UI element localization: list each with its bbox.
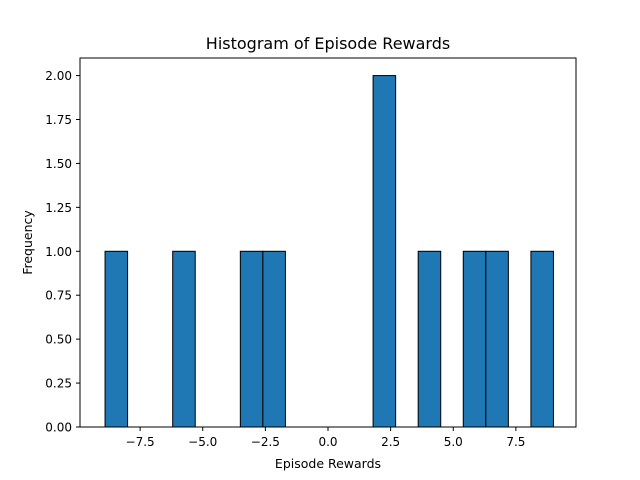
histogram-bar-6: [462, 250, 487, 428]
x-tick-label-0: −7.5: [126, 435, 155, 449]
y-tick-label-7: 1.75: [45, 113, 72, 127]
histogram-bar-8: [530, 250, 554, 428]
y-tick-label-3: 0.75: [45, 289, 72, 303]
histogram-bar-3: [262, 250, 286, 428]
histogram-bar-7: [485, 250, 509, 428]
y-tick-label-0: 0.00: [45, 421, 72, 435]
x-axis-ticks: −7.5 −5.0 −2.5 0.0 2.5 5.0 7.5: [126, 427, 525, 449]
y-axis-label: Frequency: [20, 210, 35, 275]
y-tick-label-2: 0.50: [45, 333, 72, 347]
y-axis-ticks: 0.00 0.25 0.50 0.75 1.00 1.25 1.50 1.75 2.00: [45, 69, 80, 435]
x-tick-label-4: 2.5: [381, 435, 400, 449]
x-tick-label-2: −2.5: [251, 435, 280, 449]
y-tick-label-8: 2.00: [45, 69, 72, 83]
y-tick-label-1: 0.25: [45, 377, 72, 391]
histogram-bar-1: [172, 250, 196, 428]
histogram-bar-2: [239, 250, 264, 428]
histogram-bar-4: [372, 75, 397, 428]
x-tick-label-1: −5.0: [188, 435, 217, 449]
histogram-bar-5: [417, 250, 442, 428]
y-tick-label-4: 1.00: [45, 245, 72, 259]
chart-title: Histogram of Episode Rewards: [206, 34, 450, 53]
x-tick-label-3: 0.0: [318, 435, 337, 449]
y-tick-label-6: 1.50: [45, 157, 72, 171]
x-axis-label: Episode Rewards: [275, 456, 381, 471]
y-tick-label-5: 1.25: [45, 201, 72, 215]
bars-layer: [104, 75, 554, 428]
histogram-bar-0: [104, 250, 129, 428]
x-tick-label-6: 7.5: [506, 435, 525, 449]
x-tick-label-5: 5.0: [444, 435, 463, 449]
